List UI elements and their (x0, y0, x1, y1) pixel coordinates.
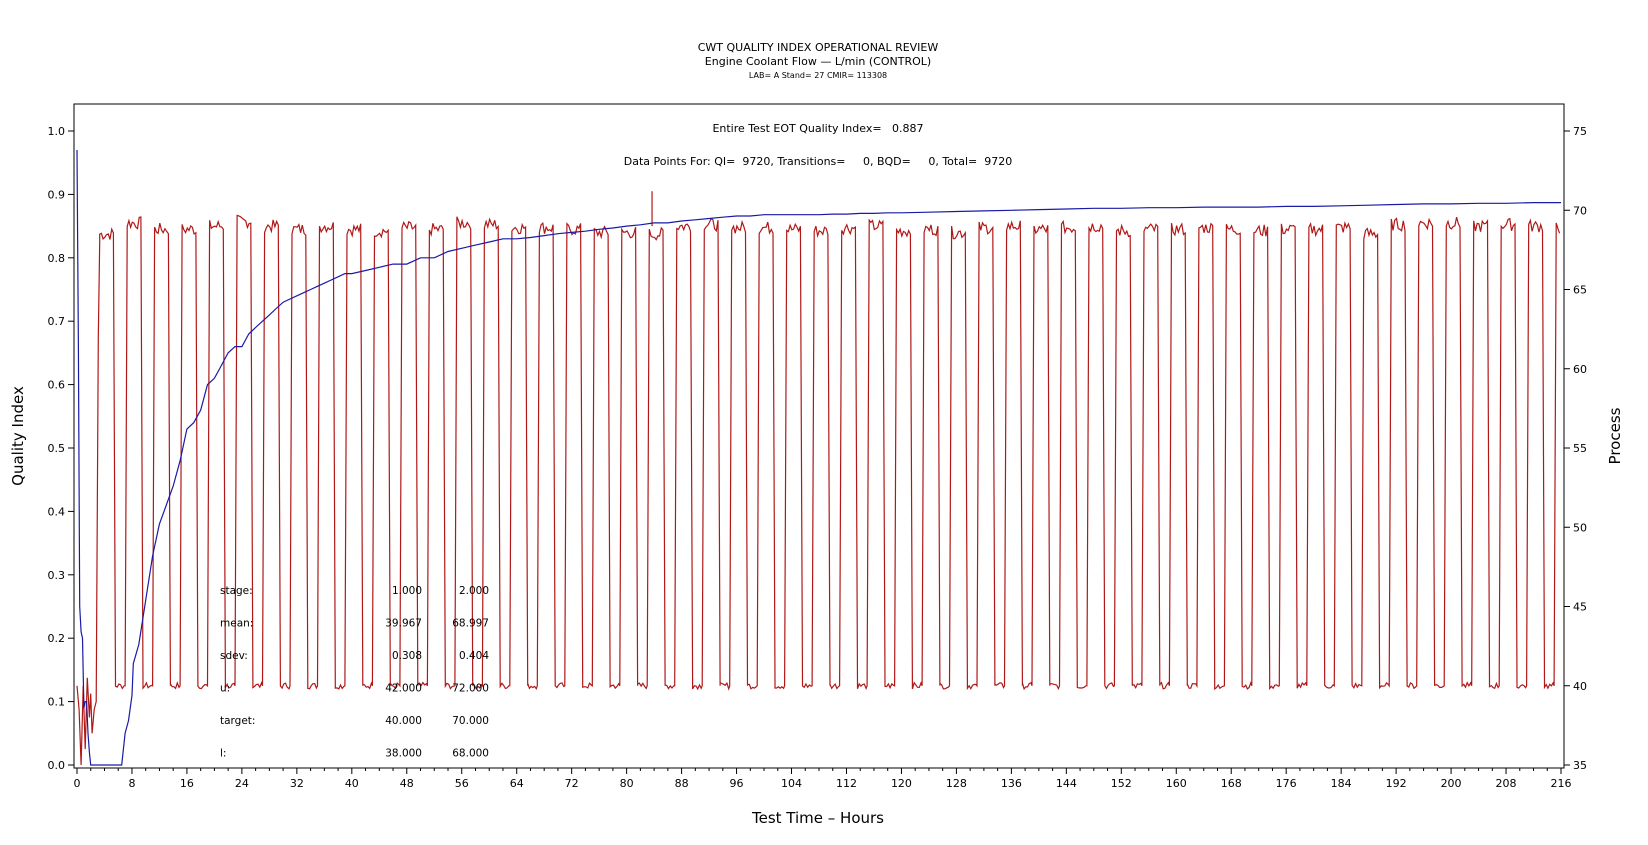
stats-row-label: stage: (220, 585, 253, 597)
stats-row-label: sdev: (220, 650, 248, 662)
y-left-tick-label: 0.9 (48, 188, 66, 201)
x-tick-label: 24 (235, 777, 249, 790)
y-right-tick-label: 55 (1573, 442, 1587, 455)
stats-row-stage1: 0.308 (392, 650, 422, 662)
x-tick-label: 48 (400, 777, 414, 790)
y-left-tick-label: 1.0 (48, 125, 66, 138)
stats-table: stage: 1.000 2.000 mean: 39.967 68.997 sdev: 0.… (220, 585, 489, 760)
quality-index-series-line (76, 149, 1561, 766)
x-tick-label: 160 (1166, 777, 1187, 790)
stats-row-stage2: 2.000 (459, 585, 489, 597)
y-left-tick-label: 0.4 (48, 505, 66, 518)
chart-subtitle: Engine Coolant Flow — L/min (CONTROL) (705, 55, 931, 68)
x-tick-label: 104 (781, 777, 802, 790)
y-left-axis-title: Quality Index (9, 386, 27, 486)
x-tick-label: 56 (455, 777, 469, 790)
y-right-tick-label: 45 (1573, 601, 1587, 614)
x-tick-label: 40 (345, 777, 359, 790)
x-axis-title: Test Time – Hours (751, 809, 884, 827)
x-tick-label: 72 (565, 777, 579, 790)
y-left-tick-label: 0.2 (48, 632, 66, 645)
x-tick-label: 152 (1111, 777, 1132, 790)
stats-row-stage2: 70.000 (452, 715, 489, 727)
x-tick-label: 192 (1386, 777, 1407, 790)
x-tick-label: 120 (891, 777, 912, 790)
x-tick-label: 128 (946, 777, 967, 790)
data-points-annotation: Data Points For: QI= 9720, Transitions= … (624, 155, 1012, 168)
y-left-tick-label: 0.6 (48, 379, 66, 392)
stats-row-label: u: (220, 683, 230, 695)
stats-row-label: l: (220, 748, 226, 760)
x-tick-label: 176 (1276, 777, 1297, 790)
x-axis-ticks: 0 8 16 24 32 40 48 56 64 72 80 88 96 104 112 120 128 136 1… (74, 768, 1572, 790)
x-tick-label: 216 (1551, 777, 1572, 790)
y-right-tick-label: 50 (1573, 521, 1587, 534)
stats-row-stage1: 1.000 (392, 585, 422, 597)
y-left-tick-label: 0.0 (48, 759, 66, 772)
x-tick-label: 112 (836, 777, 857, 790)
y-right-axis-ticks: 35 40 45 50 55 60 65 70 75 (1564, 125, 1587, 772)
x-tick-label: 144 (1056, 777, 1077, 790)
x-tick-label: 8 (128, 777, 135, 790)
x-tick-label: 16 (180, 777, 194, 790)
y-right-tick-label: 35 (1573, 759, 1587, 772)
x-tick-label: 168 (1221, 777, 1242, 790)
y-left-tick-label: 0.5 (48, 442, 66, 455)
y-left-axis-ticks: 0.0 0.1 0.2 0.3 0.4 0.5 0.6 0.7 0.8 0.9 1.0 (48, 125, 74, 772)
stats-row-stage1: 38.000 (385, 748, 422, 760)
y-right-tick-label: 40 (1573, 680, 1587, 693)
x-tick-label: 136 (1001, 777, 1022, 790)
y-right-tick-label: 60 (1573, 363, 1587, 376)
stats-row-label: mean: (220, 618, 253, 630)
stats-row-stage2: 0.404 (459, 650, 489, 662)
y-right-tick-label: 65 (1573, 284, 1587, 297)
x-tick-label: 96 (730, 777, 744, 790)
chart-subtitle-lab: LAB= A Stand= 27 CMIR= 113308 (749, 71, 887, 80)
x-tick-label: 184 (1331, 777, 1352, 790)
stats-row-stage1: 39.967 (385, 618, 422, 630)
y-right-tick-label: 75 (1573, 125, 1587, 138)
x-tick-label: 88 (675, 777, 689, 790)
y-left-tick-label: 0.1 (48, 696, 66, 709)
chart-title: CWT QUALITY INDEX OPERATIONAL REVIEW (698, 41, 939, 54)
y-left-tick-label: 0.7 (48, 315, 66, 328)
stats-row-stage1: 42.000 (385, 683, 422, 695)
x-tick-label: 80 (620, 777, 634, 790)
y-right-axis-title: Process (1606, 407, 1624, 464)
y-left-tick-label: 0.3 (48, 569, 66, 582)
stats-row-stage2: 68.000 (452, 748, 489, 760)
process-series-line (76, 214, 1561, 766)
x-tick-label: 200 (1441, 777, 1462, 790)
eot-quality-index-annotation: Entire Test EOT Quality Index= 0.887 (712, 122, 923, 135)
stats-row-stage2: 72.000 (452, 683, 489, 695)
x-tick-label: 0 (74, 777, 81, 790)
x-tick-label: 64 (510, 777, 524, 790)
y-right-tick-label: 70 (1573, 204, 1587, 217)
y-left-tick-label: 0.8 (48, 252, 66, 265)
x-tick-label: 208 (1496, 777, 1517, 790)
stats-row-stage2: 68.997 (452, 618, 489, 630)
x-tick-label: 32 (290, 777, 304, 790)
series-layer (76, 149, 1561, 766)
stats-row-stage1: 40.000 (385, 715, 422, 727)
stats-row-label: target: (220, 715, 255, 727)
